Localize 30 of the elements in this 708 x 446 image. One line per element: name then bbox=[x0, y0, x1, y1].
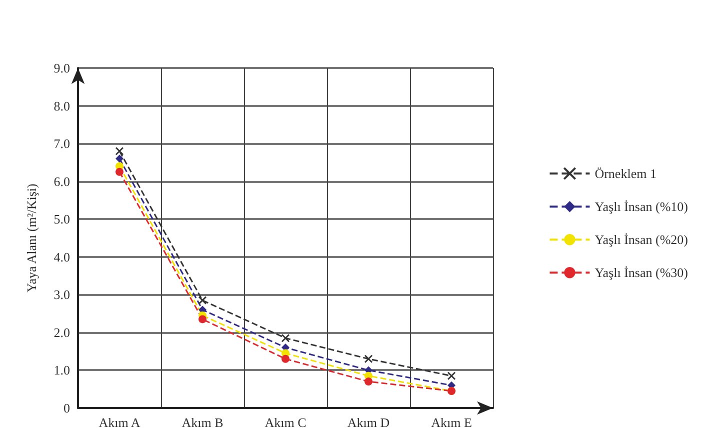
y-axis-title: Yaya Alanı (m²/Kişi) bbox=[24, 184, 39, 292]
legend-label: Yaşlı İnsan (%10) bbox=[594, 199, 688, 214]
legend-label: Örneklem 1 bbox=[594, 166, 656, 181]
point bbox=[364, 378, 372, 386]
point bbox=[198, 315, 206, 324]
point bbox=[364, 354, 373, 364]
point bbox=[116, 168, 124, 176]
x-tick-label: Akım E bbox=[431, 415, 472, 430]
legend-label: Yaşlı İnsan (%20) bbox=[594, 232, 688, 248]
y-tick-label: 1.0 bbox=[54, 362, 70, 378]
point bbox=[115, 146, 124, 156]
y-tick-label: 8.0 bbox=[54, 98, 70, 114]
x-tick-label: Akım D bbox=[347, 415, 390, 430]
y-tick-label: 6.0 bbox=[54, 174, 70, 189]
y-tick-label: 2.0 bbox=[54, 324, 70, 340]
y-tick-label: 3.0 bbox=[54, 287, 70, 302]
point bbox=[282, 354, 290, 363]
y-tick-label: 5.0 bbox=[54, 212, 70, 227]
x-tick-label: Akım B bbox=[182, 415, 224, 430]
point bbox=[447, 372, 456, 380]
y-tick-label: 7.0 bbox=[54, 136, 70, 152]
legend-label: Yaşlı İnsan (%30) bbox=[594, 265, 688, 280]
x-tick-label: Akım A bbox=[98, 415, 141, 430]
point bbox=[281, 334, 290, 342]
point bbox=[198, 296, 207, 305]
y-tick-label: 0 bbox=[64, 400, 70, 416]
y-tick-label: 4.0 bbox=[54, 249, 70, 264]
point bbox=[116, 154, 124, 163]
y-tick-label: 9.0 bbox=[54, 60, 70, 76]
x-tick-label: Akım C bbox=[264, 415, 306, 430]
